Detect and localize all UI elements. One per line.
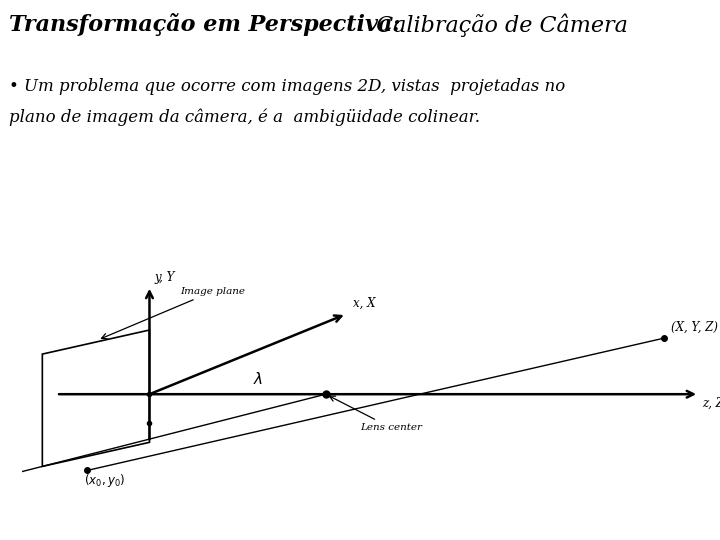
Text: $\lambda$: $\lambda$ <box>253 371 264 387</box>
Text: • Um problema que ocorre com imagens 2D, vistas  projetadas no: • Um problema que ocorre com imagens 2D,… <box>9 78 566 95</box>
Text: (X, Y, Z): (X, Y, Z) <box>671 321 719 334</box>
Text: Lens center: Lens center <box>330 396 423 433</box>
Text: x, X: x, X <box>354 297 376 310</box>
Text: Calibração de Câmera: Calibração de Câmera <box>369 14 629 37</box>
Text: y, Y: y, Y <box>154 271 175 284</box>
Text: Image plane: Image plane <box>102 287 246 339</box>
Text: plano de imagem da câmera, é a  ambigüidade colinear.: plano de imagem da câmera, é a ambigüida… <box>9 108 480 125</box>
Text: $(x_0, y_0)$: $(x_0, y_0)$ <box>84 472 125 489</box>
Text: Transformação em Perspectiva:: Transformação em Perspectiva: <box>9 14 401 37</box>
Text: z, Z: z, Z <box>703 397 720 410</box>
